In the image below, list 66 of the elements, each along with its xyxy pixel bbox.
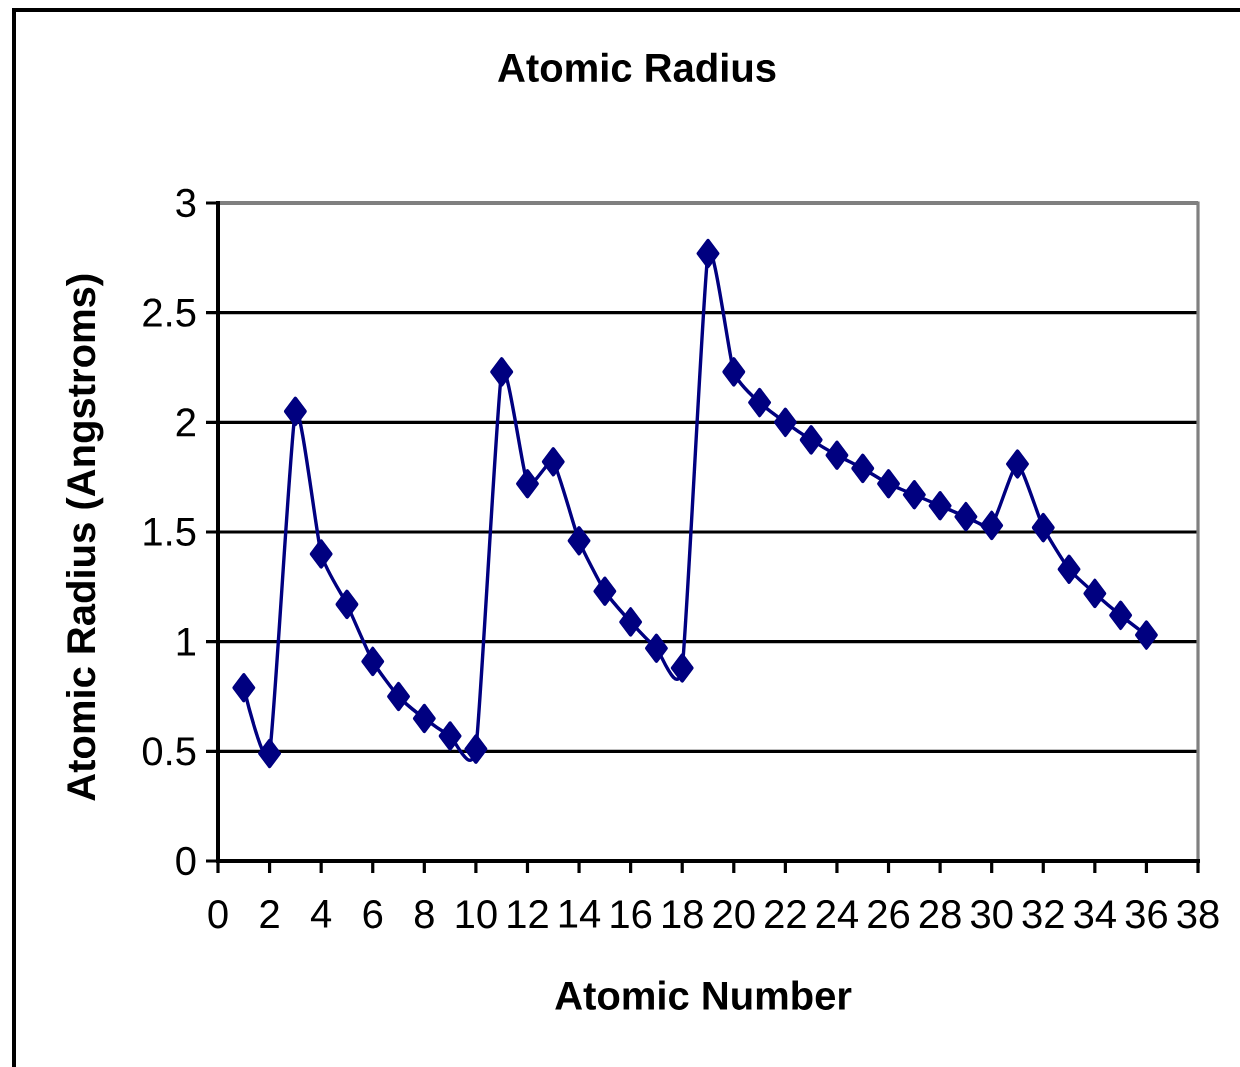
x-tick-label: 34	[1074, 900, 1116, 929]
y-tick-label: 2	[176, 408, 195, 437]
point	[1083, 578, 1107, 609]
x-tick-label: 12	[508, 900, 548, 928]
point	[387, 681, 410, 712]
chart-title: Atomic Radius	[498, 52, 776, 83]
point	[361, 646, 385, 677]
x-tick-label: 8	[414, 900, 434, 929]
y-tick-label: 1.5	[144, 518, 196, 546]
point	[1006, 449, 1029, 479]
point	[1057, 554, 1081, 584]
point	[490, 357, 514, 387]
x-tick-label: 28	[919, 900, 961, 929]
x-tick-label: 30	[970, 900, 1013, 929]
y-tick-label: 0	[176, 846, 196, 876]
point	[644, 633, 668, 663]
x-tick-label: 10	[456, 900, 497, 929]
x-tick-label: 14	[559, 900, 601, 928]
point	[722, 357, 746, 387]
point	[283, 396, 307, 427]
point	[593, 576, 617, 606]
point	[851, 453, 875, 484]
point	[335, 589, 359, 620]
point	[1031, 512, 1055, 543]
point	[928, 490, 952, 521]
point	[309, 539, 333, 569]
point	[748, 387, 772, 418]
x-tick-label: 24	[816, 900, 859, 928]
point	[438, 721, 462, 751]
x-tick-label: 20	[713, 900, 755, 929]
point	[773, 407, 797, 438]
y-axis-title: Atomic Radius (Angstroms)	[65, 274, 104, 801]
x-tick-label: 36	[1125, 900, 1167, 929]
point	[954, 501, 978, 532]
point	[541, 447, 565, 477]
point	[258, 738, 282, 769]
x-tick-label: 0	[208, 900, 228, 929]
x-tick-label: 38	[1177, 900, 1219, 929]
point	[412, 703, 436, 734]
x-tick-label: 4	[310, 900, 332, 928]
x-tick-label: 6	[363, 900, 383, 929]
x-axis-title: Atomic Number	[555, 980, 852, 1010]
point	[670, 653, 694, 683]
x-tick-label: 2	[260, 900, 279, 928]
point	[980, 510, 1004, 541]
point	[567, 526, 591, 556]
point	[799, 425, 823, 455]
x-tick-label: 26	[868, 900, 910, 929]
point	[232, 673, 256, 703]
point	[825, 440, 849, 470]
y-tick-label: 3	[176, 188, 196, 218]
x-tick-label: 22	[765, 900, 806, 928]
x-tick-label: 32	[1022, 900, 1064, 929]
y-tick-label: 1	[177, 627, 195, 656]
point	[464, 734, 488, 764]
point	[619, 607, 643, 637]
point	[696, 238, 720, 269]
point	[1109, 600, 1133, 631]
point	[877, 469, 900, 499]
x-tick-label: 16	[611, 900, 652, 929]
point	[902, 480, 926, 510]
x-tick-label: 18	[663, 900, 703, 929]
y-tick-label: 2.5	[143, 298, 196, 327]
y-tick-label: 0.5	[142, 737, 196, 766]
point	[1134, 620, 1158, 650]
point	[516, 469, 539, 499]
